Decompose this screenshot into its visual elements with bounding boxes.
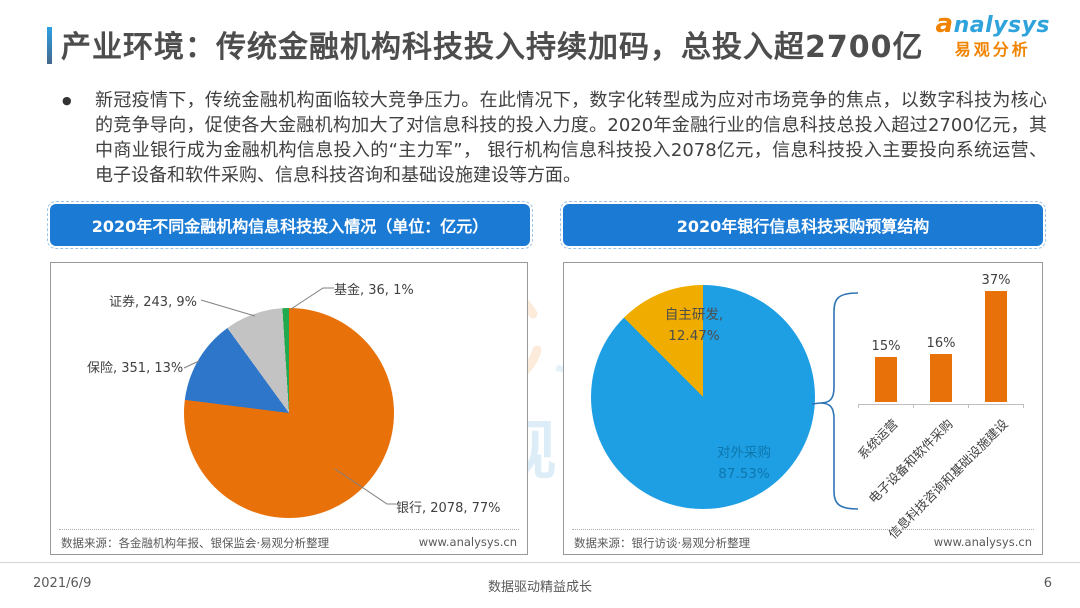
- right-chart-source: 数据来源：银行访谈·易观分析整理: [574, 536, 751, 550]
- pie-label-outsourced-name: 对外采购: [717, 445, 771, 461]
- footer-date: 2021/6/9: [33, 576, 92, 591]
- pie-label-outsourced-pct: 87.53%: [718, 466, 770, 482]
- analysys-logo-wordmark: analysys: [935, 9, 1050, 39]
- right-chart-panel: 自主研发, 12.47% 对外采购 87.53% 15% 16% 37% 系统运…: [563, 262, 1043, 555]
- bar-equipment-software: [930, 354, 952, 402]
- pie-label-bank: 银行, 2078, 77%: [396, 501, 501, 516]
- axis-tick: [913, 404, 914, 408]
- bar-value-label: 16%: [926, 336, 956, 351]
- analysys-logo: analysys 易观分析: [936, 10, 1050, 58]
- left-chart-header: 2020年不同金融机构信息科技投入情况（单位：亿元）: [47, 201, 533, 249]
- procurement-budget-pie: [591, 285, 815, 509]
- footer-divider: [0, 562, 1080, 563]
- bar-consulting-infrastructure: [985, 291, 1007, 402]
- pie-label-fund: 基金, 36, 1%: [334, 283, 414, 298]
- bar-value-label: 15%: [871, 339, 901, 354]
- axis-tick: [968, 404, 969, 408]
- pie-label-outsourced: 对外采购 87.53%: [689, 443, 799, 485]
- intro-paragraph: 新冠疫情下，传统金融机构面临较大竞争压力。在此情况下，数字化转型成为应对市场竞争…: [95, 90, 1047, 186]
- pie-label-inhouse-name: 自主研发,: [664, 307, 724, 323]
- page-title: 产业环境：传统金融机构科技投入持续加码，总投入超2700亿: [61, 30, 924, 65]
- axis-tick: [858, 404, 859, 408]
- bar-x-axis: [858, 404, 1024, 405]
- left-chart-website: www.analysys.cn: [418, 535, 517, 549]
- analysys-logo-chinese: 易观分析: [954, 39, 1031, 59]
- pie-label-inhouse: 自主研发, 12.47%: [639, 305, 749, 347]
- bar-system-operation: [875, 357, 897, 402]
- panel-divider: [572, 529, 1034, 530]
- right-chart-website: www.analysys.cn: [933, 535, 1032, 549]
- pie-label-inhouse-pct: 12.47%: [668, 328, 720, 344]
- financial-institutions-pie: [184, 308, 394, 518]
- bar-value-label: 37%: [981, 273, 1011, 288]
- axis-tick: [1023, 404, 1024, 408]
- footer-page-number: 6: [1043, 576, 1052, 591]
- left-chart-source: 数据来源：各金融机构年报、银保监会·易观分析整理: [61, 536, 330, 550]
- left-chart-panel: 基金, 36, 1% 证券, 243, 9% 保险, 351, 13% 银行, …: [50, 262, 528, 555]
- pie-label-securities: 证券, 243, 9%: [109, 295, 197, 310]
- title-accent-bar: [47, 27, 52, 64]
- right-chart-header: 2020年银行信息科技采购预算结构: [560, 201, 1046, 249]
- bullet-icon: ●: [62, 94, 72, 107]
- panel-divider: [59, 529, 519, 530]
- footer-slogan: 数据驱动精益成长: [487, 580, 592, 595]
- pie-label-insurance: 保险, 351, 13%: [87, 361, 184, 376]
